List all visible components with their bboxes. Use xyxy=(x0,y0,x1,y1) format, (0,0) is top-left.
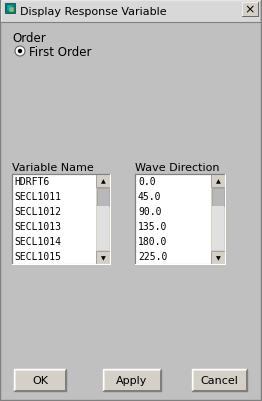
Bar xyxy=(14,369,66,391)
Bar xyxy=(97,188,109,207)
Text: SECL1015: SECL1015 xyxy=(14,252,61,262)
Bar xyxy=(97,207,109,250)
Bar xyxy=(96,251,110,264)
Text: Wave Direction: Wave Direction xyxy=(135,162,220,172)
Bar xyxy=(135,174,225,264)
Text: OK: OK xyxy=(32,375,48,385)
Text: ▼: ▼ xyxy=(216,255,220,260)
Text: SECL1014: SECL1014 xyxy=(14,237,61,247)
Bar xyxy=(211,174,225,264)
Text: 135.0: 135.0 xyxy=(138,222,167,232)
Text: SECL1012: SECL1012 xyxy=(14,207,61,217)
Text: 90.0: 90.0 xyxy=(138,207,161,217)
Bar xyxy=(212,207,224,250)
Bar xyxy=(5,4,15,14)
Bar xyxy=(7,6,13,12)
Text: Cancel: Cancel xyxy=(201,375,238,385)
Text: Apply: Apply xyxy=(116,375,148,385)
Bar xyxy=(9,8,14,13)
Text: ▼: ▼ xyxy=(101,255,105,260)
Text: ▲: ▲ xyxy=(216,178,220,184)
Text: SECL1013: SECL1013 xyxy=(14,222,61,232)
Bar xyxy=(211,174,225,188)
Bar xyxy=(1,1,260,23)
Text: 180.0: 180.0 xyxy=(138,237,167,247)
Text: Variable Name: Variable Name xyxy=(12,162,94,172)
Text: ×: × xyxy=(245,4,255,16)
Text: 225.0: 225.0 xyxy=(138,252,167,262)
Circle shape xyxy=(15,47,25,57)
Bar xyxy=(242,3,258,17)
Bar xyxy=(212,188,224,207)
Bar xyxy=(192,369,247,391)
Text: 0.0: 0.0 xyxy=(138,177,156,187)
Bar xyxy=(96,174,110,188)
Text: ▲: ▲ xyxy=(101,178,105,184)
Circle shape xyxy=(18,50,22,54)
Text: Order: Order xyxy=(12,32,46,45)
Bar xyxy=(103,369,161,391)
Text: HDRFT6: HDRFT6 xyxy=(14,177,49,187)
Bar xyxy=(12,174,110,264)
Text: SECL1011: SECL1011 xyxy=(14,192,61,202)
Text: Display Response Variable: Display Response Variable xyxy=(20,7,167,17)
Bar xyxy=(96,174,110,264)
Bar xyxy=(211,251,225,264)
Text: First Order: First Order xyxy=(29,45,91,59)
Text: 45.0: 45.0 xyxy=(138,192,161,202)
